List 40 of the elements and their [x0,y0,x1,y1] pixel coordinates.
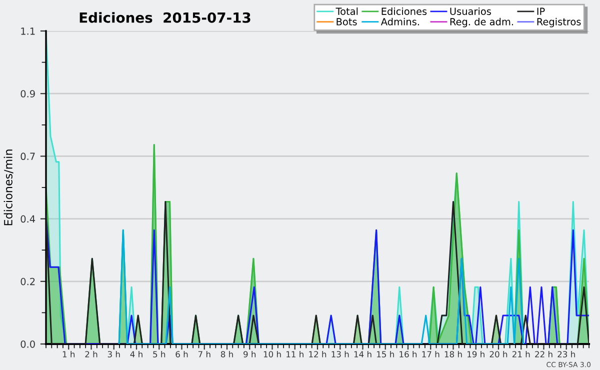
legend-label: Total [336,7,358,16]
legend-label: Registros [537,18,581,28]
x-tick-label: 8 h [220,350,233,358]
y-axis-title: Ediciones/min [4,150,14,226]
x-tick-label: 11 h [286,350,304,358]
x-tick-label: 16 h [400,350,417,358]
legend-label: Usuarios [450,7,491,16]
x-tick-label: 4 h [130,350,142,358]
y-tick-label: 1.1 [21,28,35,35]
legend-label: Admins. [380,18,419,26]
x-tick-label: 6 h [176,350,188,358]
y-tick-label: 0.0 [20,340,35,348]
x-tick-label: 10 h [264,350,281,358]
x-tick-label: 2 h [85,350,98,358]
x-tick-label: 1 h [62,350,75,358]
x-tick-label: 23 h [558,350,575,358]
x-tick-label: 12 h [309,350,326,358]
legend-label: Reg. de adm. [450,18,513,28]
line-series [118,229,524,344]
x-tick-label: 18 h [444,350,462,358]
x-tick-label: 15 h [377,350,394,358]
y-tick-label: 0.9 [20,90,35,98]
x-tick-label: 14 h [354,350,372,358]
y-tick-label: 0.2 [20,278,35,286]
x-tick-label: 21 h [512,350,530,358]
x-tick-label: 3 h [108,350,120,358]
legend-label: Ediciones [382,7,427,16]
legend-label: Bots [336,18,357,26]
x-tick-label: 7 h [198,350,210,358]
x-tick-label: 13 h [332,350,349,358]
y-tick-label: 0.4 [20,215,36,223]
x-tick-label: 9 h [244,350,256,358]
x-tick-label: 5 h [153,350,166,358]
x-tick-label: 19 h [468,350,484,358]
x-tick-label: 17 h [422,350,440,358]
x-tick-label: 20 h [490,350,508,358]
y-tick-label: 0.7 [20,152,35,160]
legend-label: IP [537,8,545,15]
chart-title: Ediciones 2015-07-13 [80,12,250,23]
x-tick-label: 22 h [535,350,552,358]
